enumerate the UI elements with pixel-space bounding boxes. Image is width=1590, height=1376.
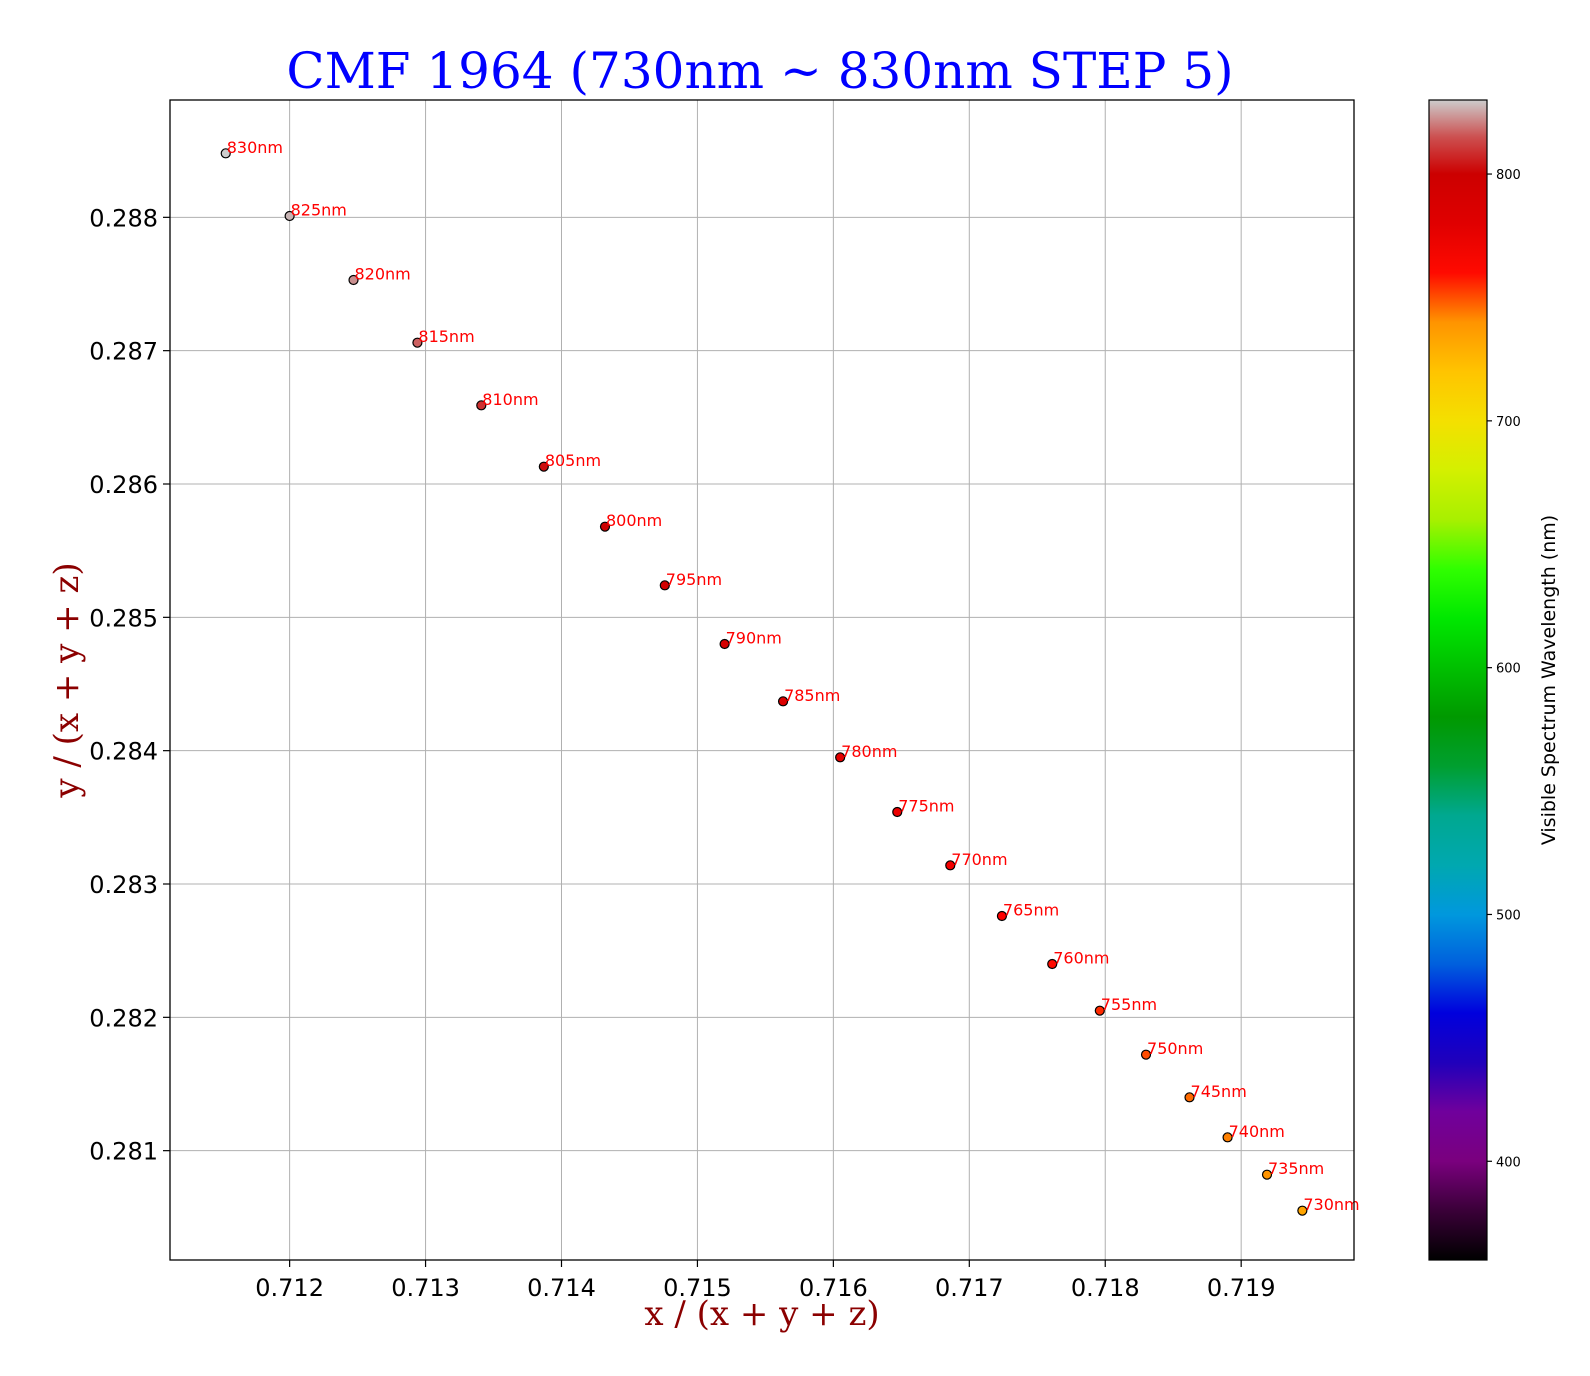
colorbar-tick-label: 600 xyxy=(1496,662,1521,677)
point-label: 730nm xyxy=(1303,1195,1359,1214)
point-label: 785nm xyxy=(784,686,840,705)
point-label: 790nm xyxy=(726,629,782,648)
colorbar-tick-label: 800 xyxy=(1496,168,1521,183)
x-tick-label: 0.715 xyxy=(663,1274,732,1302)
scatter-point xyxy=(1047,958,1058,970)
y-tick-label: 0.283 xyxy=(89,871,158,899)
scatter-point xyxy=(599,521,611,532)
y-tick-label: 0.284 xyxy=(89,738,158,766)
plot-frame xyxy=(169,99,1355,1261)
x-tick-label: 0.712 xyxy=(255,1274,324,1302)
point-label: 755nm xyxy=(1101,995,1157,1014)
y-axis-label: y / (x + y + z) xyxy=(47,562,87,798)
scatter-points: 730nm 735nm 740nm 745nm 750nm 755nm 760nm 765nm… xyxy=(220,138,1360,1216)
scatter-point xyxy=(996,910,1008,922)
colorbar-tick-label: 700 xyxy=(1496,415,1521,430)
scatter-point xyxy=(945,860,956,871)
colorbar-tick-label: 400 xyxy=(1496,1155,1521,1170)
colorbar-tick-label: 500 xyxy=(1496,908,1521,923)
point-label: 800nm xyxy=(606,511,662,530)
point-label: 735nm xyxy=(1268,1159,1324,1178)
point-label: 775nm xyxy=(898,797,954,816)
y-tick-label: 0.281 xyxy=(89,1138,158,1166)
y-tick-label: 0.285 xyxy=(89,604,158,632)
colorbar: 400 500 600 700 800 Visible Spectrum Wavelen… xyxy=(1428,99,1560,1261)
scatter-point xyxy=(1140,1049,1152,1060)
point-label: 765nm xyxy=(1003,901,1059,920)
scatter-point xyxy=(1297,1205,1308,1216)
point-label: 810nm xyxy=(482,390,538,409)
point-label: 805nm xyxy=(545,451,601,470)
scatter-point xyxy=(777,696,789,707)
grid-layer xyxy=(170,100,1354,1260)
point-label: 820nm xyxy=(355,265,411,284)
chart-title: CMF 1964 (730nm ~ 830nm STEP 5) xyxy=(286,42,1233,100)
point-label: 815nm xyxy=(418,327,474,346)
colorbar-ticks: 400 500 600 700 800 xyxy=(1487,168,1521,1170)
scatter-point xyxy=(538,461,549,472)
point-label: 750nm xyxy=(1147,1039,1203,1058)
colorbar-label: Visible Spectrum Wavelength (nm) xyxy=(1538,515,1560,845)
scatter-point xyxy=(835,752,846,763)
point-label: 770nm xyxy=(951,850,1007,869)
point-label: 740nm xyxy=(1229,1122,1285,1141)
y-tick-label: 0.282 xyxy=(89,1004,158,1032)
point-label: 745nm xyxy=(1191,1082,1247,1101)
scatter-point xyxy=(220,148,231,159)
point-label: 780nm xyxy=(841,742,897,761)
scatter-point xyxy=(476,400,487,411)
point-label: 825nm xyxy=(291,201,347,220)
x-axis-label: x / (x + y + z) xyxy=(644,1294,879,1334)
x-tick-label: 0.719 xyxy=(1207,1274,1276,1302)
scatter-point xyxy=(892,806,903,818)
x-tick-label: 0.713 xyxy=(391,1274,460,1302)
scatter-point xyxy=(1222,1132,1233,1143)
point-label: 795nm xyxy=(666,570,722,589)
scatter-point xyxy=(719,638,730,650)
scatter-point xyxy=(348,274,359,286)
x-tick-label: 0.716 xyxy=(799,1274,868,1302)
point-label: 760nm xyxy=(1053,949,1109,968)
axis-ticks: 0.712 0.713 0.714 0.715 0.716 0.717 0.718 0.719… xyxy=(89,204,1275,1302)
scatter-point xyxy=(1184,1092,1195,1103)
colorbar-gradient xyxy=(1428,99,1488,1261)
point-label: 830nm xyxy=(227,138,283,157)
scatter-point xyxy=(412,337,423,348)
scatter-point xyxy=(1094,1005,1105,1016)
x-tick-label: 0.714 xyxy=(527,1274,596,1302)
x-tick-label: 0.718 xyxy=(1071,1274,1140,1302)
x-tick-label: 0.717 xyxy=(935,1274,1004,1302)
scatter-point xyxy=(284,210,295,222)
y-tick-label: 0.287 xyxy=(89,338,158,366)
y-tick-label: 0.288 xyxy=(89,204,158,232)
y-tick-label: 0.286 xyxy=(89,471,158,499)
scatter-point xyxy=(659,580,670,591)
scatter-point xyxy=(1261,1169,1273,1180)
